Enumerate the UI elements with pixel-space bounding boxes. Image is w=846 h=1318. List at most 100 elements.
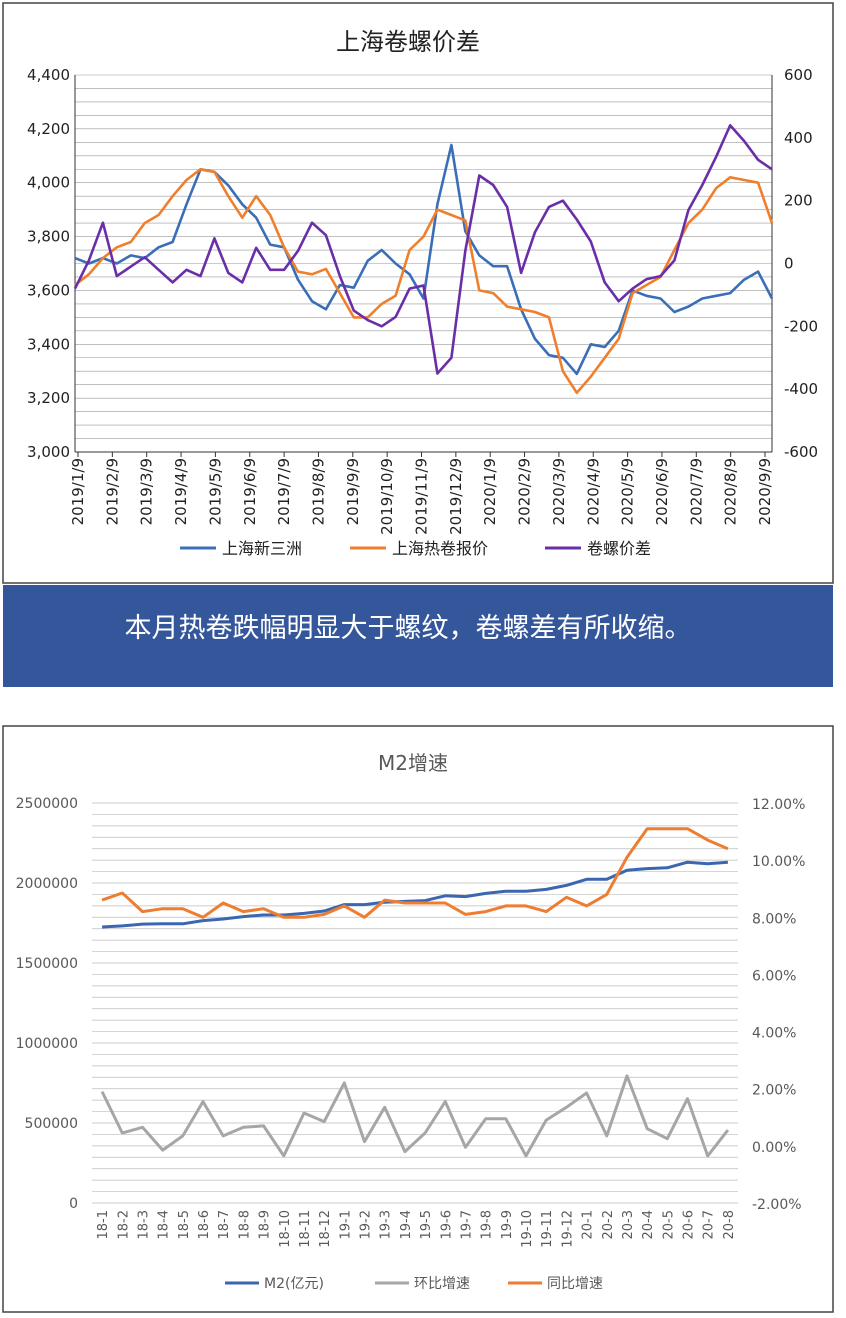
x-tick-label: 2019/12/9 bbox=[447, 458, 465, 535]
x-tick-label: 19-2 bbox=[359, 1210, 374, 1240]
y-right-tick-label: 10.00% bbox=[752, 854, 805, 870]
legend-label: 上海热卷报价 bbox=[392, 539, 488, 558]
x-tick-label: 2019/7/9 bbox=[275, 458, 293, 525]
x-tick-label: 20-5 bbox=[661, 1210, 676, 1240]
x-tick-label: 20-3 bbox=[621, 1210, 636, 1240]
x-tick-label: 19-3 bbox=[379, 1210, 394, 1240]
x-tick-label: 2020/7/9 bbox=[687, 458, 705, 525]
legend-label: 同比增速 bbox=[547, 1276, 603, 1292]
y-left-tick-label: 1000000 bbox=[16, 1036, 78, 1052]
chart2-title: M2增速 bbox=[378, 751, 448, 775]
y-left-tick-label: 4,400 bbox=[27, 66, 70, 84]
x-tick-label: 2020/5/9 bbox=[619, 458, 637, 525]
series-line-0 bbox=[102, 860, 729, 929]
x-tick-label: 2020/1/9 bbox=[481, 458, 499, 525]
x-tick-label: 18-8 bbox=[237, 1210, 252, 1240]
caption-banner bbox=[3, 585, 833, 687]
y-left-tick-label: 500000 bbox=[25, 1116, 78, 1132]
y-right-tick-label: 2.00% bbox=[752, 1083, 796, 1099]
x-tick-label: 2019/11/9 bbox=[413, 458, 431, 535]
y-left-tick-label: 3,000 bbox=[27, 443, 70, 461]
series-line-2 bbox=[101, 827, 729, 919]
y-right-tick-label: 600 bbox=[784, 66, 813, 84]
x-tick-label: 18-1 bbox=[96, 1210, 111, 1240]
legend-label: 卷螺价差 bbox=[587, 539, 651, 558]
y-left-tick-label: 3,200 bbox=[27, 389, 70, 407]
x-tick-label: 19-6 bbox=[439, 1210, 454, 1240]
y-left-tick-label: 4,200 bbox=[27, 120, 70, 138]
x-tick-label: 20-4 bbox=[641, 1210, 656, 1240]
chart1-axes: 3,000 3,200 3,400 3,600 3,800 4,000 4,200 4,400… bbox=[27, 66, 818, 535]
x-tick-label: 20-6 bbox=[682, 1210, 697, 1240]
chart2-axes: 0 500000 1000000 1500000 2000000 2500000 -2.00… bbox=[16, 796, 806, 1248]
y-right-tick-label: 0 bbox=[784, 255, 794, 273]
y-right-tick-label: -200 bbox=[784, 317, 818, 335]
x-tick-label: 2019/1/9 bbox=[69, 458, 87, 525]
x-tick-label: 18-12 bbox=[318, 1210, 333, 1248]
y-right-tick-label: 200 bbox=[784, 192, 813, 210]
x-tick-label: 19-7 bbox=[459, 1210, 474, 1240]
x-tick-label: 18-9 bbox=[258, 1210, 273, 1240]
x-tick-label: 19-11 bbox=[540, 1210, 555, 1248]
chart1-title: 上海卷螺价差 bbox=[336, 28, 480, 56]
y-left-tick-label: 4,000 bbox=[27, 174, 70, 192]
x-tick-label: 20-2 bbox=[601, 1210, 616, 1240]
chart1-gridlines bbox=[75, 74, 772, 453]
y-left-tick-label: 2000000 bbox=[16, 876, 78, 892]
x-tick-label: 2019/10/9 bbox=[378, 458, 396, 535]
x-tick-label: 18-3 bbox=[136, 1210, 151, 1240]
y-right-tick-label: 6.00% bbox=[752, 968, 796, 984]
x-tick-label: 18-2 bbox=[116, 1210, 131, 1240]
legend-label: 环比增速 bbox=[414, 1276, 470, 1292]
x-tick-label: 2020/4/9 bbox=[584, 458, 602, 525]
x-tick-label: 18-6 bbox=[197, 1210, 212, 1240]
y-right-tick-label: 4.00% bbox=[752, 1026, 796, 1042]
chart2-legend: M2(亿元) 环比增速 同比增速 bbox=[225, 1276, 603, 1292]
caption-text: 本月热卷跌幅明显大于螺纹，卷螺差有所收缩。 bbox=[125, 613, 692, 644]
series-line-1 bbox=[100, 1074, 730, 1158]
x-tick-label: 20-7 bbox=[702, 1210, 717, 1240]
x-tick-label: 19-1 bbox=[338, 1210, 353, 1240]
y-left-tick-label: 2500000 bbox=[16, 796, 78, 812]
legend-label: M2(亿元) bbox=[264, 1276, 324, 1292]
x-tick-label: 2020/3/9 bbox=[550, 458, 568, 525]
y-right-tick-label: 12.00% bbox=[752, 797, 805, 813]
x-tick-label: 19-5 bbox=[419, 1210, 434, 1240]
legend-label: 上海新三洲 bbox=[222, 539, 302, 558]
x-tick-label: 19-9 bbox=[500, 1210, 515, 1240]
chart1-frame bbox=[2, 2, 834, 584]
x-tick-label: 2019/3/9 bbox=[138, 458, 156, 525]
y-left-tick-label: 0 bbox=[69, 1196, 78, 1212]
x-tick-label: 19-10 bbox=[520, 1210, 535, 1248]
y-left-tick-label: 3,800 bbox=[27, 228, 70, 246]
x-tick-label: 2019/9/9 bbox=[344, 458, 362, 525]
x-tick-label: 2020/6/9 bbox=[653, 458, 671, 525]
x-tick-label: 18-7 bbox=[217, 1210, 232, 1240]
x-tick-label: 18-4 bbox=[157, 1210, 172, 1240]
x-tick-label: 20-8 bbox=[722, 1210, 737, 1240]
y-right-tick-label: -600 bbox=[784, 443, 818, 461]
x-tick-label: 19-12 bbox=[560, 1210, 575, 1248]
y-right-tick-label: 8.00% bbox=[752, 911, 796, 927]
series-line-0 bbox=[74, 143, 774, 376]
y-right-tick-label: -400 bbox=[784, 380, 818, 398]
x-tick-label: 2019/5/9 bbox=[206, 458, 224, 525]
chart1-series bbox=[73, 124, 774, 395]
y-left-tick-label: 1500000 bbox=[16, 956, 78, 972]
x-tick-label: 18-10 bbox=[278, 1210, 293, 1248]
x-tick-label: 19-4 bbox=[399, 1210, 414, 1240]
y-right-tick-label: 400 bbox=[784, 129, 813, 147]
x-tick-label: 2019/2/9 bbox=[103, 458, 121, 525]
x-tick-label: 18-5 bbox=[177, 1210, 192, 1240]
x-tick-label: 2020/9/9 bbox=[756, 458, 774, 525]
series-line-1 bbox=[74, 168, 774, 395]
y-left-tick-label: 3,400 bbox=[27, 335, 70, 353]
chart1-legend: 上海新三洲 上海热卷报价 卷螺价差 bbox=[180, 539, 651, 558]
x-tick-label: 2020/2/9 bbox=[516, 458, 534, 525]
x-tick-label: 18-11 bbox=[298, 1210, 313, 1248]
x-tick-label: 2019/8/9 bbox=[309, 458, 327, 525]
y-right-tick-label: 0.00% bbox=[752, 1140, 796, 1156]
y-right-tick-label: -2.00% bbox=[752, 1197, 802, 1213]
x-tick-label: 19-8 bbox=[480, 1210, 495, 1240]
